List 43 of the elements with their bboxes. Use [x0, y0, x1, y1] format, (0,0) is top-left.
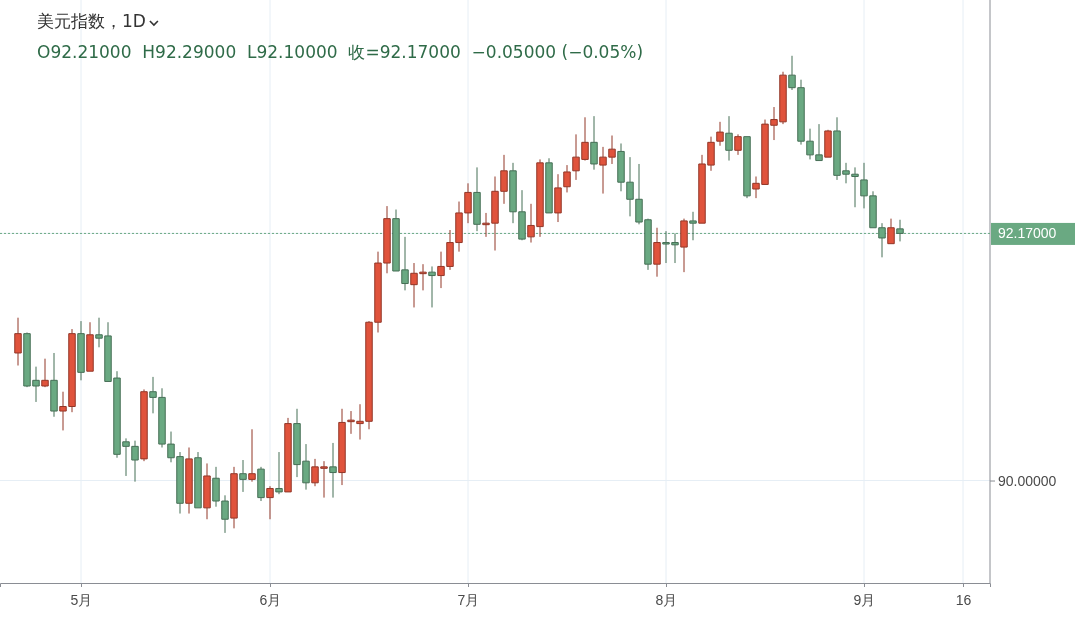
- x-tick-label: 9月: [853, 592, 876, 609]
- candlestick: [185, 447, 193, 515]
- candlestick: [563, 164, 571, 193]
- candlestick: [428, 265, 436, 308]
- x-tick-label: 7月: [457, 592, 480, 609]
- candlestick: [338, 408, 346, 486]
- candlestick: [473, 166, 481, 232]
- candlestick: [716, 121, 724, 147]
- x-tick-label: 16: [955, 592, 972, 609]
- candlestick: [734, 133, 742, 156]
- candlestick: [554, 173, 562, 223]
- candlestick: [824, 129, 832, 158]
- candlestick: [266, 485, 274, 520]
- candlestick: [653, 227, 661, 278]
- x-tick-label: 6月: [259, 592, 282, 609]
- y-tick-label: 90.00000: [998, 472, 1057, 489]
- candlestick: [257, 466, 265, 502]
- candlestick: [50, 352, 58, 418]
- candlestick: [743, 136, 751, 199]
- candlestick: [275, 451, 283, 495]
- candlestick: [590, 115, 598, 171]
- candlestick: [329, 442, 337, 499]
- candlestick: [689, 211, 697, 241]
- text: O92.21000 H92.29000 L92.10000 收=92.17000 −0.05000 (−0.05%): [37, 42, 644, 62]
- candlestick: [248, 428, 256, 483]
- candlestick: [239, 459, 247, 493]
- candlestick: [545, 157, 553, 214]
- x-tick-label: 8月: [655, 592, 678, 609]
- candlestick: [230, 466, 238, 529]
- candlestick: [203, 462, 211, 520]
- y-tick-label: 92.17000: [998, 225, 1057, 242]
- x-tick-label: 5月: [70, 592, 93, 609]
- candlestick: [725, 115, 733, 162]
- candlestick: [680, 218, 688, 273]
- candlestick: [41, 358, 49, 388]
- candlestick: [77, 320, 85, 381]
- candlestick: [284, 417, 292, 493]
- candlestick: [194, 451, 202, 509]
- candlestick: [86, 321, 94, 372]
- candlestick: [140, 388, 148, 462]
- candlestick: [887, 218, 895, 245]
- candlestick: [14, 317, 22, 367]
- text: 美元指数，1D: [37, 11, 146, 31]
